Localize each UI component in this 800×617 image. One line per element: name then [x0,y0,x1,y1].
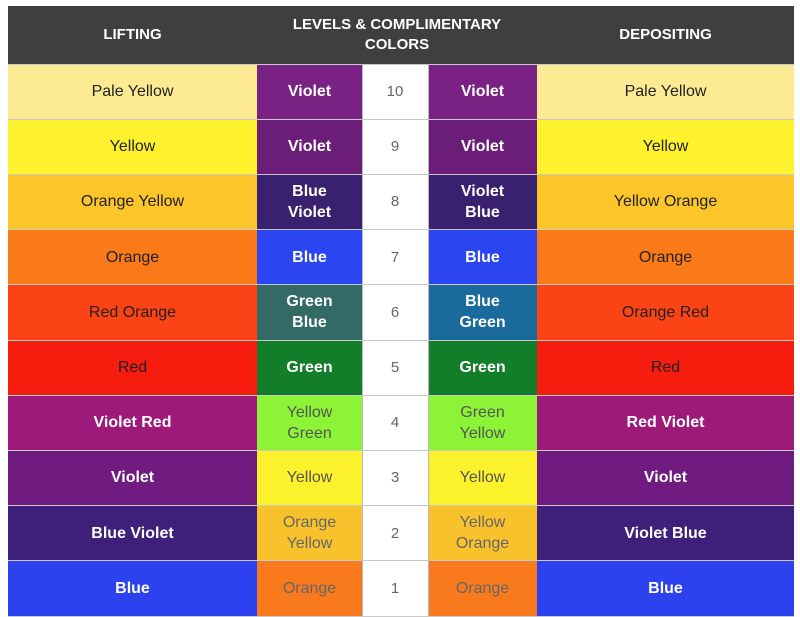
depositing-cell: Violet Blue [537,505,794,561]
lift-complement-cell: Yellow [257,450,362,506]
depositing-cell: Blue [537,560,794,616]
lift-complement-cell: Blue Violet [257,174,362,230]
deposit-complement-cell: Orange [428,560,537,616]
lifting-cell: Yellow [8,119,257,175]
lift-complement-cell: Orange [257,560,362,616]
row-divider [8,173,794,175]
deposit-complement-cell: Yellow [428,450,537,506]
level-cell: 4 [362,395,428,451]
lifting-cell: Violet Red [8,395,257,451]
lifting-cell: Violet [8,450,257,506]
depositing-cell: Yellow Orange [537,174,794,230]
depositing-cell: Orange Red [537,284,794,340]
lift-complement-cell: Yellow Green [257,395,362,451]
deposit-complement-cell: Violet [428,64,537,120]
deposit-complement-cell: Violet [428,119,537,175]
level-cell: 8 [362,174,428,230]
header-levels: LEVELS & COMPLIMENTARY COLORS [257,6,537,64]
lifting-cell: Red [8,340,257,396]
lift-complement-cell: Green [257,340,362,396]
lift-complement-cell: Orange Yellow [257,505,362,561]
row-divider [8,449,794,451]
deposit-complement-cell: Green Yellow [428,395,537,451]
deposit-complement-cell: Violet Blue [428,174,537,230]
row-divider [8,229,794,231]
depositing-cell: Red [537,340,794,396]
row-divider [8,505,794,507]
depositing-cell: Violet [537,450,794,506]
lifting-cell: Blue [8,560,257,616]
depositing-cell: Yellow [537,119,794,175]
row-divider [8,394,794,396]
lift-complement-cell: Violet [257,64,362,120]
lifting-cell: Red Orange [8,284,257,340]
lift-complement-cell: Violet [257,119,362,175]
deposit-complement-cell: Blue Green [428,284,537,340]
row-divider [8,63,794,65]
row-divider [8,560,794,562]
lifting-cell: Pale Yellow [8,64,257,120]
level-column-divider [428,64,429,616]
row-divider [8,118,794,120]
depositing-cell: Orange [537,229,794,285]
row-divider [8,284,794,286]
level-cell: 10 [362,64,428,120]
level-cell: 7 [362,229,428,285]
level-cell: 3 [362,450,428,506]
deposit-complement-cell: Yellow Orange [428,505,537,561]
deposit-complement-cell: Blue [428,229,537,285]
lift-complement-cell: Green Blue [257,284,362,340]
row-divider [8,615,794,617]
lift-complement-cell: Blue [257,229,362,285]
level-cell: 5 [362,340,428,396]
row-divider [8,339,794,341]
level-cell: 1 [362,560,428,616]
depositing-cell: Red Violet [537,395,794,451]
depositing-cell: Pale Yellow [537,64,794,120]
level-cell: 9 [362,119,428,175]
level-cell: 2 [362,505,428,561]
lifting-cell: Blue Violet [8,505,257,561]
lifting-cell: Orange Yellow [8,174,257,230]
level-cell: 6 [362,284,428,340]
deposit-complement-cell: Green [428,340,537,396]
lifting-cell: Orange [8,229,257,285]
header-depositing: DEPOSITING [537,6,794,64]
header-lifting: LIFTING [8,6,257,64]
level-column-divider [362,64,363,616]
